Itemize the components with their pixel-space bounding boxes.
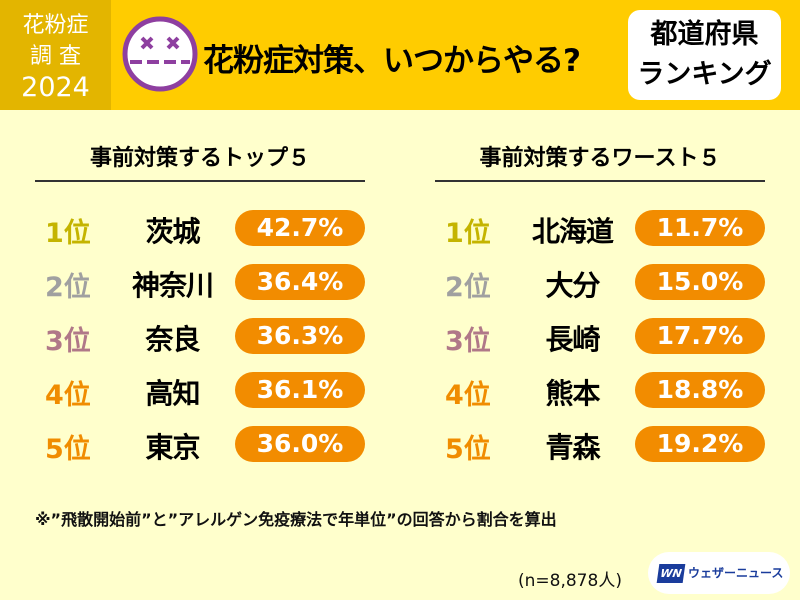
dizzy-face-icon xyxy=(122,16,198,92)
prefecture: 大分 xyxy=(545,269,600,302)
ranking-label: 都道府県 ランキング xyxy=(628,10,781,100)
badge-line: 調 査 xyxy=(30,44,81,69)
top5-row: 2位 神奈川 36.4% xyxy=(35,263,365,303)
percentage-pill: 36.3% xyxy=(235,318,365,354)
prefecture: 奈良 xyxy=(145,323,200,356)
percentage-pill: 18.8% xyxy=(635,372,765,408)
percentage-pill: 17.7% xyxy=(635,318,765,354)
prefecture: 東京 xyxy=(145,431,200,464)
percentage-pill: 15.0% xyxy=(635,264,765,300)
rank: 2位 xyxy=(45,272,91,303)
ranking-label-line: 都道府県 xyxy=(650,19,759,50)
percentage-pill: 36.4% xyxy=(235,264,365,300)
ranking-label-line: ランキング xyxy=(637,59,772,90)
worst5-row: 5位 青森 19.2% xyxy=(435,425,765,465)
rank: 1位 xyxy=(445,218,491,249)
weathernews-logo: WN ウェザーニュース xyxy=(648,552,790,594)
prefecture: 高知 xyxy=(145,377,200,410)
rank: 4位 xyxy=(445,380,491,411)
prefecture: 熊本 xyxy=(545,377,600,410)
rank: 4位 xyxy=(45,380,91,411)
rank: 5位 xyxy=(445,434,491,465)
logo-mark: WN xyxy=(656,564,686,583)
worst5-row: 3位 長崎 17.7% xyxy=(435,317,765,357)
worst5-row: 1位 北海道 11.7% xyxy=(435,209,765,249)
prefecture: 北海道 xyxy=(531,215,614,248)
worst5-row: 2位 大分 15.0% xyxy=(435,263,765,303)
prefecture: 茨城 xyxy=(145,215,200,248)
percentage-pill: 11.7% xyxy=(635,210,765,246)
badge-line: 花粉症 xyxy=(22,13,89,38)
percentage-pill: 19.2% xyxy=(635,426,765,462)
percentage-pill: 36.1% xyxy=(235,372,365,408)
rank: 2位 xyxy=(445,272,491,303)
footnote: ※”飛散開始前”と”アレルゲン免疫療法で年単位”の回答から割合を算出 xyxy=(35,510,557,529)
prefecture: 神奈川 xyxy=(131,269,214,302)
top5-row: 4位 高知 36.1% xyxy=(35,371,365,411)
logo-text: ウェザーニュース xyxy=(688,566,784,580)
percentage-pill: 42.7% xyxy=(235,210,365,246)
top5-row: 3位 奈良 36.3% xyxy=(35,317,365,357)
percentage-pill: 36.0% xyxy=(235,426,365,462)
page-title: 花粉症対策、いつからやる? xyxy=(203,43,581,79)
sample-size: (n=8,878人) xyxy=(518,571,622,591)
rank: 1位 xyxy=(45,218,91,249)
prefecture: 長崎 xyxy=(545,323,600,356)
top5-row: 1位 茨城 42.7% xyxy=(35,209,365,249)
survey-badge: 花粉症 調 査 2024 xyxy=(0,0,111,110)
rank: 3位 xyxy=(445,326,491,357)
header: 花粉症 調 査 2024 花粉症対策、いつからやる? 都道府県 ランキング xyxy=(0,0,800,110)
prefecture: 青森 xyxy=(545,431,600,464)
top5-heading: 事前対策するトップ５ xyxy=(35,140,365,182)
badge-year: 2024 xyxy=(21,72,90,103)
rank: 5位 xyxy=(45,434,91,465)
worst5-row: 4位 熊本 18.8% xyxy=(435,371,765,411)
top5-row: 5位 東京 36.0% xyxy=(35,425,365,465)
worst5-heading: 事前対策するワースト５ xyxy=(435,140,765,182)
rank: 3位 xyxy=(45,326,91,357)
